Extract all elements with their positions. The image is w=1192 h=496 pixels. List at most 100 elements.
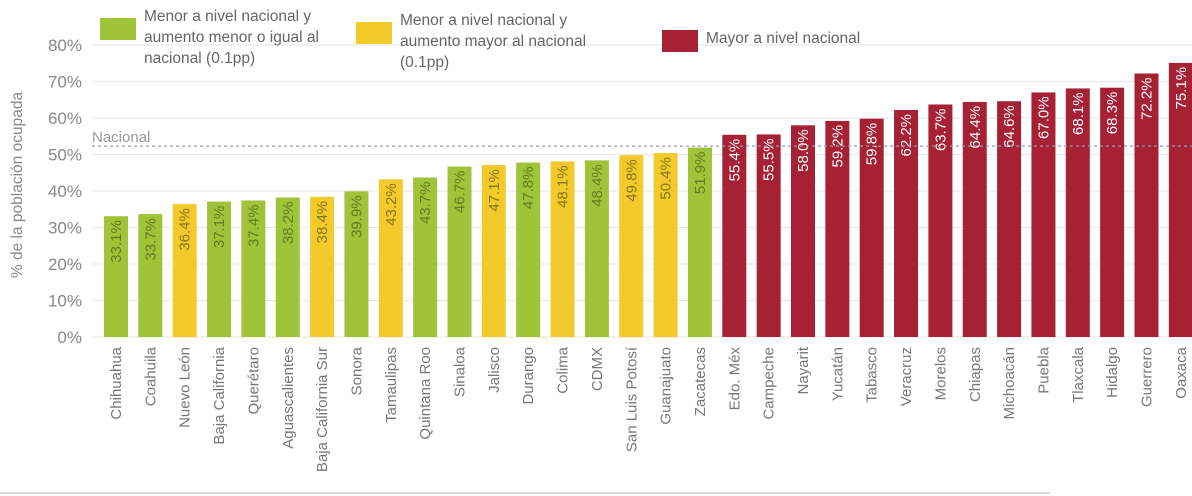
bar [516, 162, 541, 337]
legend-label: Mayor a nivel nacional [706, 30, 861, 47]
x-tick-label: Nuevo León [177, 347, 194, 428]
bar [172, 204, 197, 337]
bar-value-label: 38.4% [314, 201, 331, 244]
x-tick-label: Edo. Méx [726, 347, 743, 411]
legend-swatch [100, 18, 136, 40]
bar [894, 109, 919, 337]
legend-swatch [356, 22, 392, 44]
bar-value-label: 51.9% [692, 152, 709, 195]
bar-value-label: 68.3% [1104, 92, 1121, 135]
bar-value-label: 33.1% [108, 220, 125, 263]
legend-label: Menor a nivel nacional y aumento menor o… [144, 8, 319, 67]
x-tick-label: Tlaxcala [1070, 346, 1087, 403]
bar-value-label: 37.4% [245, 204, 262, 247]
bar-value-label: 63.7% [932, 108, 949, 151]
x-tick-label: Sonora [348, 346, 365, 395]
bar [481, 165, 506, 337]
bar-value-label: 48.1% [555, 165, 572, 208]
x-tick-label: Zacatecas [692, 347, 709, 416]
bar-value-label: 72.2% [1139, 77, 1156, 120]
bar-value-label: 55.5% [761, 138, 778, 181]
bar [756, 134, 781, 337]
bar [722, 134, 747, 337]
bar [825, 120, 850, 337]
x-tick-label: Sinaloa [452, 346, 469, 397]
bar [310, 196, 335, 337]
x-tick-label: Aguascalientes [280, 347, 297, 449]
y-tick-label: 0% [57, 328, 82, 347]
bar-value-label: 33.7% [142, 218, 159, 261]
x-tick-label: Jalisco [486, 347, 503, 393]
bar-value-label: 47.1% [486, 169, 503, 212]
bar-value-label: 38.2% [280, 202, 297, 245]
bar [550, 161, 575, 337]
x-tick-label: Quintana Roo [417, 347, 434, 440]
bars: 33.1% 33.7% 36.4% 37.1% 37.4% 38.2% 38.4% 39.9%… [104, 62, 1192, 338]
bar [413, 177, 438, 337]
x-tick-label: Oaxaca [1173, 346, 1190, 398]
legend-label: Menor a nivel nacional y aumento mayor a… [400, 12, 587, 71]
bar [791, 125, 815, 337]
x-tick-label: Tabasco [864, 347, 881, 403]
bar [138, 213, 163, 337]
y-tick-label: 70% [48, 73, 82, 92]
bar-value-label: 48.4% [589, 164, 606, 207]
x-tick-label: Chiapas [967, 347, 984, 402]
bar-value-label: 58.0% [795, 129, 812, 172]
bar [1100, 87, 1125, 337]
x-tick-label: Chihuahua [108, 346, 125, 419]
x-tick-label: Guerrero [1139, 347, 1156, 407]
x-tick-label: Durango [520, 347, 537, 405]
x-tick-label: Baja California Sur [314, 347, 331, 472]
bar-value-label: 36.4% [177, 208, 194, 251]
bar [619, 155, 644, 337]
bar-value-label: 75.1% [1173, 67, 1190, 110]
legend-swatch [662, 30, 698, 52]
bar-value-label: 62.2% [898, 114, 915, 157]
y-tick-label: 30% [48, 219, 82, 238]
x-tick-label: Morelos [932, 347, 949, 400]
y-tick-label: 20% [48, 255, 82, 274]
bar [584, 160, 609, 337]
x-tick-label: Coahuila [142, 346, 159, 406]
bar-value-label: 64.6% [1001, 105, 1018, 148]
bar [1134, 73, 1159, 337]
x-tick-label: Puebla [1035, 346, 1052, 393]
bar [997, 101, 1022, 338]
bar-value-label: 67.0% [1035, 96, 1052, 139]
x-tick-label: San Luis Potosí [623, 346, 640, 452]
y-tick-label: 10% [48, 292, 82, 311]
x-tick-label: Querétaro [245, 347, 262, 415]
legend-item-menor-aumento-menor: Menor a nivel nacional y aumento menor o… [100, 6, 349, 69]
bar [687, 147, 712, 337]
bar [241, 200, 266, 337]
x-tick-label: Nayarit [795, 346, 812, 394]
bar [859, 118, 884, 337]
y-tick-label: 60% [48, 109, 82, 128]
bar-value-label: 64.4% [967, 106, 984, 149]
bar [104, 216, 128, 337]
y-tick-label: 50% [48, 146, 82, 165]
x-tick-label: Campeche [761, 347, 778, 420]
bar [1031, 92, 1056, 337]
x-tick-label: Guanajuato [658, 347, 675, 425]
x-tick-label: Michoacán [1001, 347, 1018, 420]
x-tick-label: Tamaulipas [383, 347, 400, 423]
x-tick-label: CDMX [589, 347, 606, 391]
bar-value-label: 37.1% [211, 206, 228, 249]
bar [1168, 62, 1192, 337]
bar [275, 197, 300, 337]
bar [447, 166, 472, 337]
bar-value-label: 50.4% [658, 157, 675, 200]
bar [928, 104, 953, 338]
bar-value-label: 43.2% [383, 183, 400, 226]
x-tick-label: Baja California [211, 346, 228, 444]
bar-value-label: 43.7% [417, 181, 434, 224]
y-tick-label: 40% [48, 182, 82, 201]
nacional-reference-label: Nacional [92, 129, 150, 146]
legend-item-mayor-nacional: Mayor a nivel nacional [662, 20, 966, 52]
x-tick-label: Colima [555, 346, 572, 393]
bar-value-label: 68.1% [1070, 92, 1087, 135]
bar-value-label: 55.4% [726, 139, 743, 182]
